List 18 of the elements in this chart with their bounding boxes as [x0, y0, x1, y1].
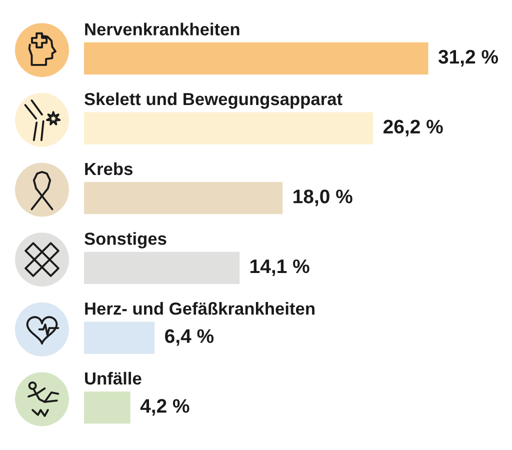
- data-label: 31,2 %: [438, 50, 498, 67]
- bar: [84, 392, 130, 424]
- y-tick-label: Nervenkrankheiten: [85, 22, 240, 36]
- bar: [84, 252, 240, 284]
- bar: [84, 112, 374, 144]
- data-label: 26,2 %: [383, 120, 443, 136]
- bar: [84, 42, 428, 75]
- bar: [84, 182, 283, 214]
- data-label: 14,1 %: [250, 259, 310, 276]
- data-label: 6,4 %: [165, 329, 214, 346]
- data-label: 4,2 %: [140, 399, 190, 416]
- y-tick-label: Unfälle: [85, 372, 142, 385]
- y-tick-label: Skelett und Bewegungsapparat: [84, 92, 342, 109]
- y-tick-label: Herz- und Gefäßkrankheiten: [85, 302, 314, 315]
- y-tick-label: Sonstiges: [84, 232, 166, 248]
- bar: [84, 322, 155, 354]
- data-label: 18,0 %: [294, 190, 352, 206]
- y-tick-label: Krebs: [85, 162, 132, 176]
